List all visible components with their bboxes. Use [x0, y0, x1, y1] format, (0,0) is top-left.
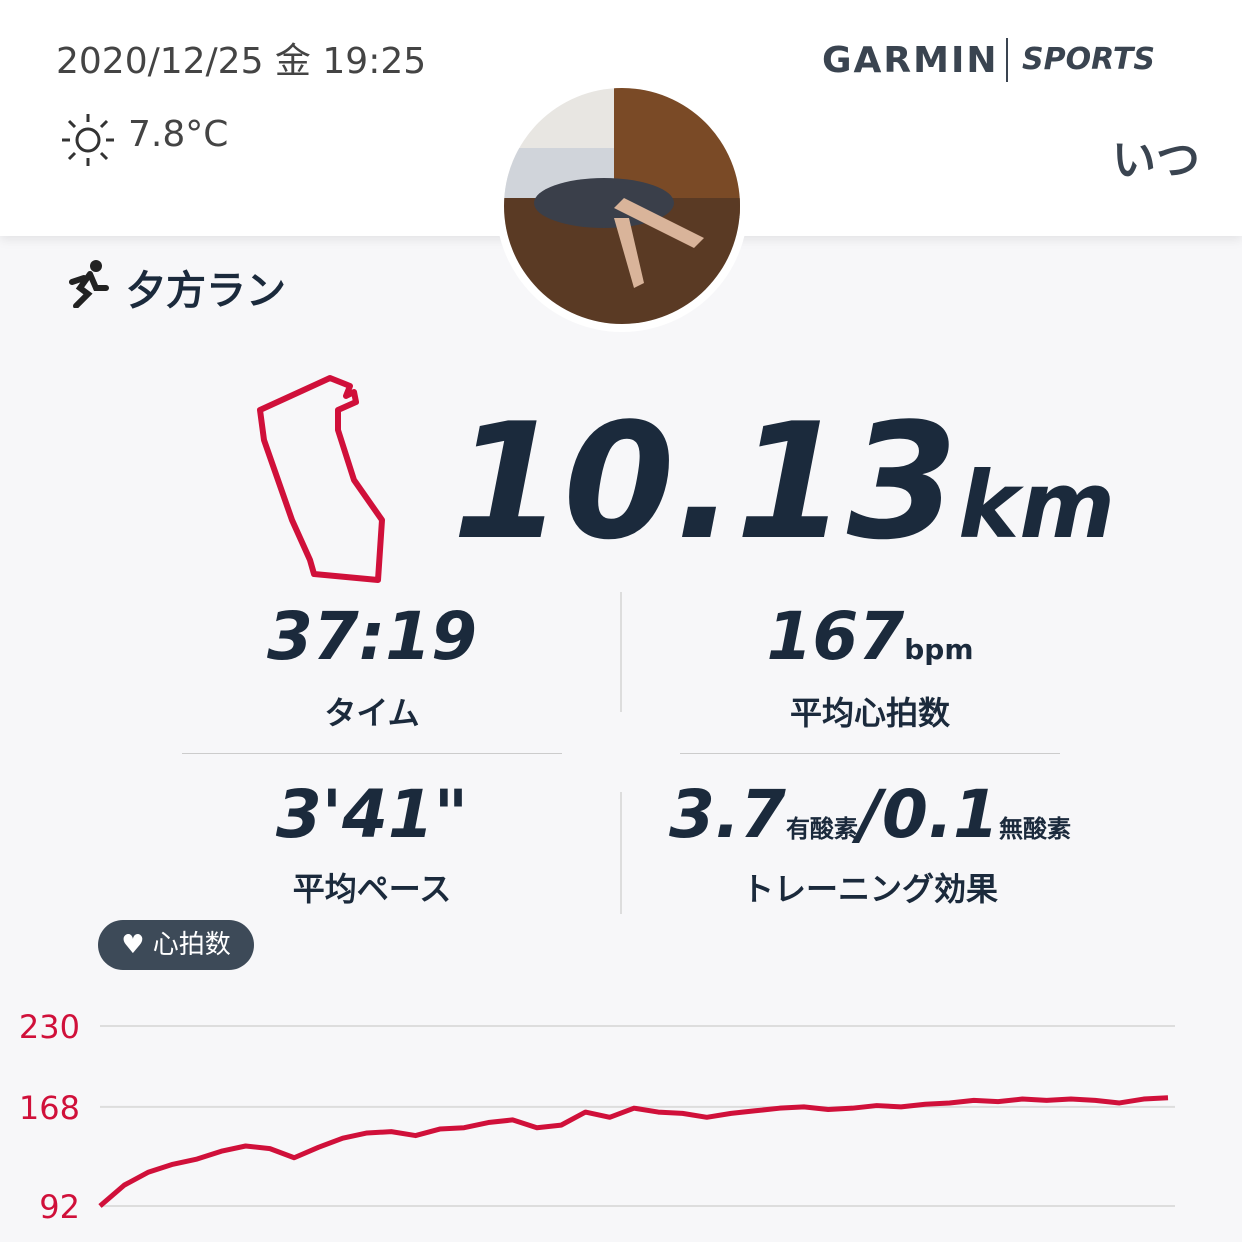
divider	[1006, 38, 1008, 82]
route-map	[257, 375, 385, 583]
stat-value: 167bpm	[680, 598, 1060, 675]
divider	[680, 753, 1060, 754]
distance: 10.13km	[452, 388, 1115, 575]
temperature: 7.8°C	[128, 114, 229, 155]
sun-icon	[62, 114, 114, 166]
divider	[620, 792, 622, 914]
value: /0.1	[857, 776, 999, 853]
distance-value: 10.13	[452, 388, 959, 575]
stat-label: 平均ペース	[292, 870, 452, 908]
chart-title: 心拍数	[152, 930, 231, 960]
datetime: 2020/12/25 金 19:25	[56, 41, 427, 82]
unit: 有酸素	[785, 815, 858, 843]
divider	[620, 592, 622, 712]
stat-value: 37:19	[266, 598, 478, 675]
distance-unit: km	[958, 452, 1116, 559]
divider	[182, 753, 562, 754]
y-tick-label: 168	[19, 1089, 80, 1127]
y-tick-label: 92	[39, 1188, 80, 1226]
chart-tag: ♥ 心拍数	[98, 920, 254, 970]
user-name: いつ	[1112, 135, 1200, 186]
stat-label: トレーニング効果	[741, 870, 998, 908]
run-icon	[69, 260, 109, 308]
unit: bpm	[904, 633, 974, 666]
stat-label: 平均心拍数	[789, 694, 950, 732]
brand-sub: SPORTS	[1022, 42, 1155, 77]
stat-value: 3.7有酸素/0.1無酸素	[640, 776, 1100, 853]
value: 3.7	[669, 776, 786, 853]
avatar	[496, 80, 748, 332]
y-tick-label: 230	[19, 1008, 80, 1046]
brand: GARMIN	[822, 40, 999, 81]
activity-name: 夕方ラン	[126, 268, 286, 314]
value: 167	[766, 598, 905, 675]
heart-rate-line	[98, 1095, 1169, 1208]
unit: 無酸素	[998, 815, 1071, 843]
stat-value: 3'41"	[275, 776, 469, 853]
stat-label: タイム	[324, 694, 420, 732]
